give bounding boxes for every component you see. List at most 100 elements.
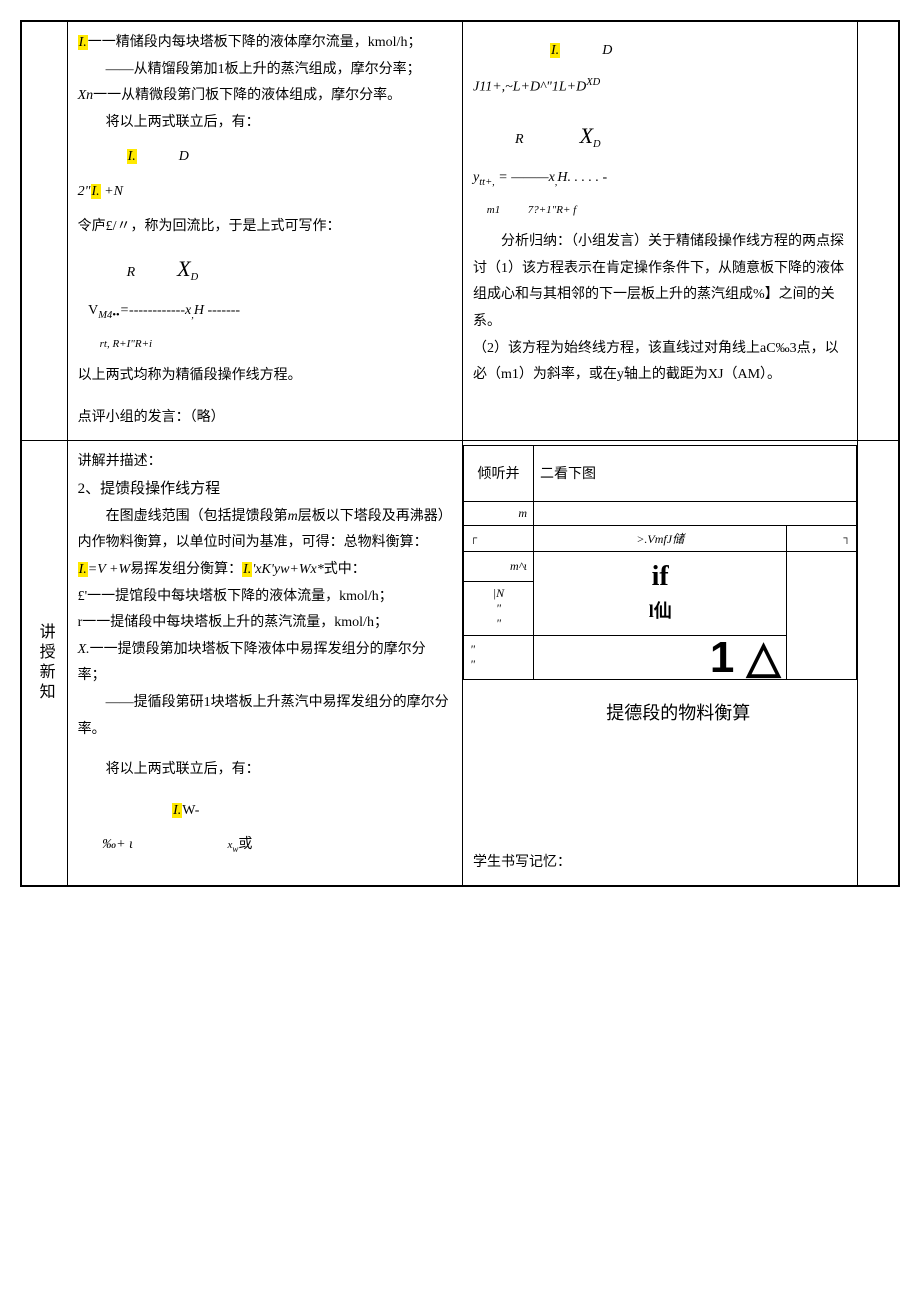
text-line: 令庐£/〃，称为回流比，于是上式可写作： [78,214,452,241]
var: Xn [78,88,94,103]
highlight: I. [550,43,560,58]
equation: R XD [78,248,452,290]
diagram-cell: |N"" [464,581,534,635]
var-sub: M4•• [98,310,119,321]
text-line: Xn一一从精微段第门板下降的液体组成，摩尔分率。 [78,83,452,110]
text: 或 [238,837,252,852]
var: X [580,123,593,148]
diagram-cell: m [464,501,534,525]
text-line: 将以上两式联立后，有： [78,757,452,784]
text: H. . . . . - [557,170,607,185]
var-sub: D [191,272,199,283]
diagram-cell: 二看下图 [534,445,857,501]
text: |N [493,586,504,600]
text-line: ——从精馏段第加1板上升的蒸汽组成，摩尔分率； [78,57,452,84]
text: if [652,561,669,592]
text-line: ——提循段第研1块塔板上升蒸汽中易挥发组分的摩尔分率。 [78,690,452,743]
var-sub: D [593,139,601,150]
text-line: 将以上两式联立后，有： [78,110,452,137]
var-sub: tt+, [479,176,495,187]
text: 在图虚线范围（包括提馈段第 [106,509,288,524]
row2-left-cell: 讲解并描述： 2、提馈段操作线方程 在图虚线范围（包括提馈段第m层板以下塔段及再… [67,440,462,885]
var: R [127,265,136,280]
diagram: 倾听并 二看下图 m ┌ >.VmfJ储 ┐ [463,445,857,680]
text: =------------x [120,303,192,318]
equation: 2"I. +N [78,179,452,206]
diagram-cell: >.VmfJ储 [534,525,787,551]
row1-label-cell [22,22,68,441]
highlight: I. [78,35,88,50]
row1-narrow-cell [858,22,899,441]
row2-label-cell: 讲授新知 [22,440,68,885]
equation: I. D [473,38,847,65]
text: 7?+1"R+ f [528,204,577,216]
text: = ———x [495,170,555,185]
highlight: I. [78,562,88,577]
lesson-table: I.一一精储段内每块塔板下降的液体摩尔流量，kmol/h； ——从精馏段第加1板… [21,21,899,886]
text: 'xK'yw+Wx* [252,562,323,577]
row1-right-cell: I. D J11+,~L+D^"1L+DXD R XD ytt+, = ———x… [463,22,858,441]
table-row: I.一一精储段内每块塔板下降的液体摩尔流量，kmol/h； ——从精馏段第加1板… [22,22,899,441]
text: =V +W [88,562,130,577]
text: l仙 [649,601,672,621]
var: R [515,132,524,147]
equation: rt, R+I"R+i [78,334,452,355]
text: H ------- [194,303,240,318]
var: D [602,43,612,58]
diagram-cell [534,501,857,525]
row1-left-cell: I.一一精储段内每块塔板下降的液体摩尔流量，kmol/h； ——从精馏段第加1板… [67,22,462,441]
table-row: 讲授新知 讲解并描述： 2、提馈段操作线方程 在图虚线范围（包括提馈段第m层板以… [22,440,899,885]
section-title: 2、提馈段操作线方程 [78,475,452,504]
text-line: X.一一提馈段第加块塔板下降液体中易挥发组分的摩尔分率； [78,637,452,690]
text: 式中： [324,562,366,577]
equation: I.W- [78,798,452,825]
equation: ‰+ ι xw或 [78,832,452,859]
diagram-cell: if l仙 [534,551,787,635]
diagram-cell [787,551,857,679]
text-line: 学生书写记忆： [463,850,857,885]
diagram-cell: 倾听并 [464,445,534,501]
text-line: 讲解并描述： [78,449,452,476]
var: D [179,149,189,164]
text: rt, R+I"R+i [100,338,152,350]
var-sub: D [593,77,601,88]
text: J11+,~L+D^"1L+D [473,79,586,94]
equation: I. D [78,144,452,171]
var: V [88,303,98,318]
diagram-cell: ┌ [464,525,534,551]
var: m [288,509,298,524]
text-line: 点评小组的发言：（略） [78,405,452,432]
diagram-table: 倾听并 二看下图 m ┌ >.VmfJ储 ┐ [463,445,857,680]
text-line: 以上两式均称为精循段操作线方程。 [78,363,452,390]
equation: VM4••=------------x,H ------- [78,298,452,326]
diagram-cell: 1 △ [534,635,787,679]
text-line: （2）该方程为始终线方程，该直线过对角线上aC‰3点，以必（m1）为斜率，或在y… [473,336,847,389]
equation: J11+,~L+D^"1L+DXD [473,73,847,101]
var: X [177,256,190,281]
equation: m1 7?+1"R+ f [473,200,847,221]
text-line: £'一一提馆段中每块塔板下降的液体流量，kmol/h； [78,584,452,611]
text-line: r一一提储段中每块塔板上升的蒸汽流量，kmol/h； [78,610,452,637]
text: 易挥发组分衡算： [130,562,242,577]
text: 一一从精微段第门板下降的液体组成，摩尔分率。 [93,88,401,103]
highlight: I. [242,562,252,577]
highlight: I. [127,149,137,164]
text-line: 在图虚线范围（包括提馈段第m层板以下塔段及再沸器）内作物料衡算，以单位时间为基准… [78,504,452,584]
row2-right-cell: 倾听并 二看下图 m ┌ >.VmfJ储 ┐ [463,440,858,885]
equation: ytt+, = ———x,H. . . . . - [473,165,847,193]
equation: R XD [473,115,847,157]
var: X. [78,642,90,657]
var: W- [182,803,199,818]
row2-narrow-cell [858,440,899,885]
text: 一一精储段内每块塔板下降的液体摩尔流量，kmol/h； [88,35,422,50]
text: ‰+ ι [102,837,133,852]
text-line: 分析归纳：（小组发言）关于精储段操作线方程的两点探讨（1）该方程表示在肯定操作条… [473,229,847,335]
text: 一一提馈段第加块塔板下降液体中易挥发组分的摩尔分率； [78,642,426,684]
text: m1 [487,204,500,216]
text-line: I.一一精储段内每块塔板下降的液体摩尔流量，kmol/h； [78,30,452,57]
highlight: I. [172,803,182,818]
diagram-cell: "" [464,635,534,679]
diagram-cell: ┐ [787,525,857,551]
diagram-caption: 提德段的物料衡算 [463,696,857,730]
diagram-cell: m^ι [464,551,534,581]
